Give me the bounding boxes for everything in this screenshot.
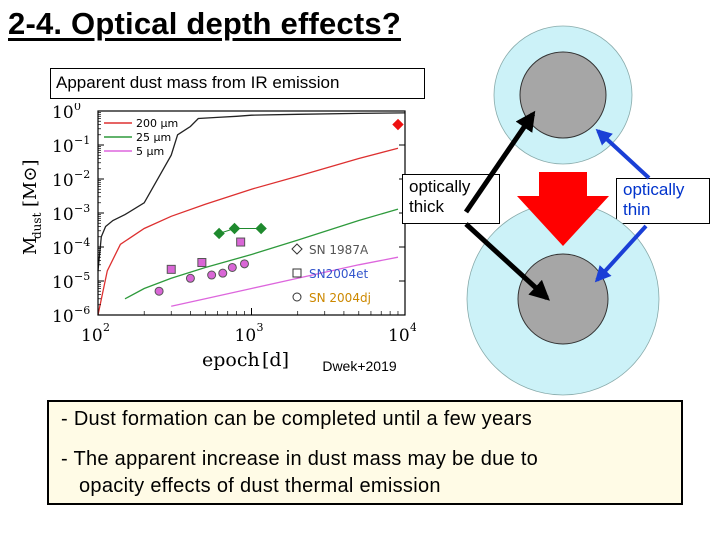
optically-thick-label: optically thick	[402, 174, 500, 224]
data-point-sn-2004dj	[218, 268, 228, 278]
large-shell-core	[517, 253, 609, 345]
data-point-sn-2004dj	[154, 286, 164, 296]
thick-label-line-1: optically	[409, 177, 471, 196]
note-line-1: - Dust formation can be completed until …	[61, 408, 533, 430]
data-point-sn2004et	[197, 258, 207, 268]
thin-arrow-down	[594, 224, 648, 283]
legend-line-label: 200 μm	[136, 117, 178, 130]
dust-mass-plot-svg: 10 010 −110 −210 −310 −410 −510 −610 2 10 3 10 4 200…	[16, 103, 416, 383]
dust-mass-chart: 10 0 10 −1 10 −2 10 −3 10 −4 10 −5 10 −6 10 2 10 3 10 4 200…	[16, 103, 416, 383]
x-axis-label: epoch	[202, 349, 260, 371]
data-point-sn-2004dj	[239, 259, 249, 269]
legend-marker-square	[292, 268, 302, 278]
legend-marker-circle	[292, 292, 302, 302]
y-tick-label: 10	[52, 307, 74, 327]
data-point-sn-1987a	[228, 222, 241, 235]
slide-title: 2-4. Optical depth effects?	[8, 6, 401, 41]
y-tick-exponent: −6	[74, 304, 90, 317]
y-tick-label: 10	[52, 137, 74, 157]
y-tick-exponent: −3	[74, 202, 90, 215]
series-line-25-m	[124, 208, 399, 300]
data-point-sn-2004dj	[185, 273, 195, 283]
legend-marker-diamond	[291, 243, 303, 255]
thin-label-line-1: optically	[623, 180, 685, 199]
thick-arrow-down	[464, 222, 550, 301]
y-tick-exponent: −1	[74, 134, 90, 147]
y-tick-label: 10	[52, 239, 74, 259]
thin-arrow-up	[595, 128, 651, 180]
plot-series	[97, 112, 406, 316]
legend-point-label: SN 1987A	[309, 243, 369, 257]
small-shell-core	[519, 51, 607, 139]
series-line-200-m	[97, 147, 399, 316]
summary-notes: - Dust formation can be completed until …	[47, 400, 683, 505]
series-line-5-m	[171, 256, 399, 307]
chart-caption-box: Apparent dust mass from IR emission	[50, 68, 425, 99]
series-line-upper-envelope	[97, 112, 406, 271]
legend-line-label: 5 μm	[136, 145, 164, 158]
y-axis-title: M dust [M⊙]	[20, 159, 44, 255]
x-tick-label: 10	[235, 326, 257, 346]
y-tick-exponent: −5	[74, 270, 90, 283]
x-tick-exponent: 4	[410, 321, 416, 334]
legend-point-label: SN 2004dj	[309, 291, 371, 305]
plot-background	[16, 103, 416, 383]
y-tick-exponent: −2	[74, 168, 90, 181]
large-shell-outer	[466, 202, 660, 396]
data-point-sn2004et	[166, 264, 176, 274]
y-tick-exponent: 0	[74, 103, 81, 113]
red-down-arrow	[517, 172, 609, 246]
x-tick-exponent: 2	[103, 321, 110, 334]
x-tick-label: 10	[81, 326, 103, 346]
small-shell-outer	[493, 25, 633, 165]
data-point-highlight	[392, 118, 404, 131]
y-tick-label: 10	[52, 273, 74, 293]
x-tick-exponent: 3	[257, 321, 264, 334]
y-tick-label: 10	[52, 205, 74, 225]
data-point-sn-2004dj	[227, 262, 237, 272]
large-dust-shell	[466, 202, 660, 396]
data-point-sn-1987a	[213, 227, 225, 240]
thick-label-line-2: thick	[409, 197, 444, 216]
data-point-sn-2004dj	[207, 270, 217, 280]
small-dust-shell	[493, 25, 633, 165]
y-tick-exponent: −4	[74, 236, 90, 249]
data-point-sn-1987a	[255, 222, 267, 235]
note-line-2: - The apparent increase in dust mass may…	[61, 448, 539, 470]
x-tick-label: 10	[388, 326, 410, 346]
plot-ticks: 10 010 −110 −210 −310 −410 −510 −610 2 10 3 10 4	[52, 103, 416, 346]
x-axis-unit: [d]	[262, 349, 289, 371]
legend-line-label: 25 μm	[136, 131, 171, 144]
reference-credit: Dwek+2019	[313, 356, 406, 376]
y-tick-label: 10	[52, 103, 74, 123]
y-axis-unit: [M⊙]	[20, 159, 41, 207]
optically-thin-label: optically thin	[616, 178, 710, 224]
thin-label-line-2: thin	[623, 200, 651, 219]
note-line-3: opacity effects of dust thermal emission	[79, 475, 441, 497]
data-point-sn2004et	[236, 237, 246, 247]
y-axis-label-sub: dust	[30, 212, 44, 239]
legend-point-label: SN2004et	[309, 267, 369, 281]
y-axis-label: M	[20, 237, 41, 255]
y-tick-label: 10	[52, 171, 74, 191]
